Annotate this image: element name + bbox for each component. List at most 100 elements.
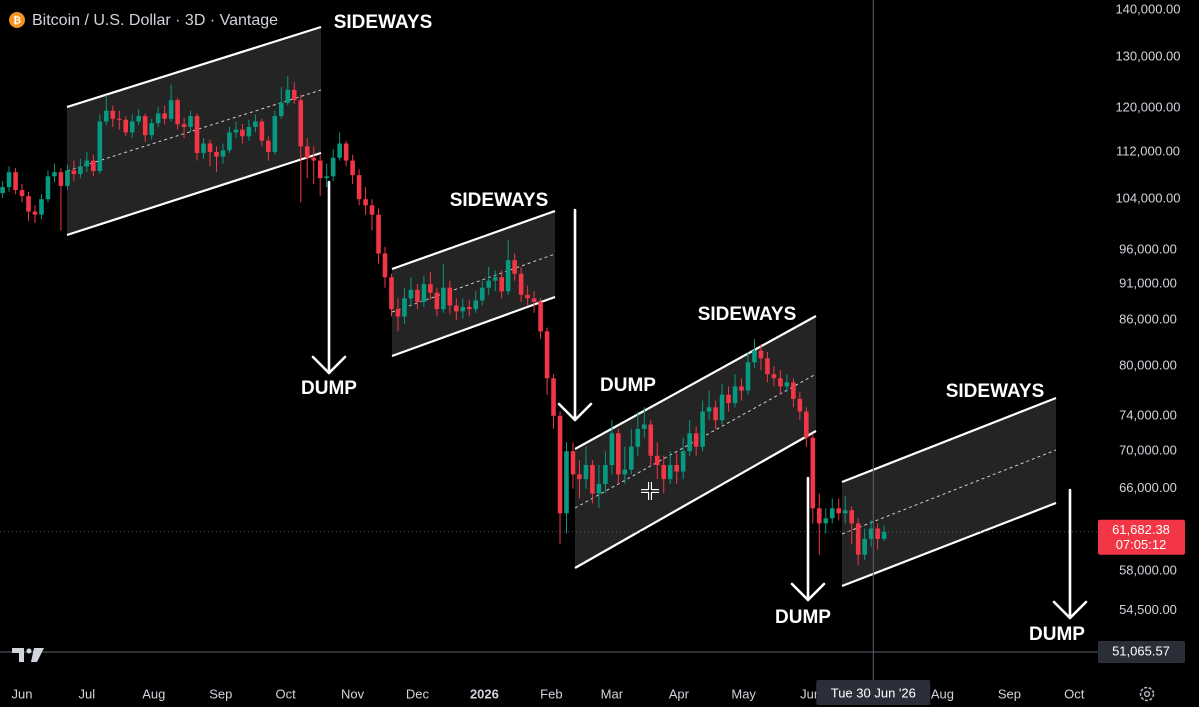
candle-body: [804, 411, 809, 438]
candle-body: [26, 196, 31, 212]
candle-body: [343, 143, 349, 161]
candle-body: [266, 140, 271, 152]
candle-body: [739, 386, 744, 391]
candle-body: [473, 300, 479, 310]
candle-body: [765, 358, 770, 375]
candle-body: [304, 146, 310, 158]
candle-body: [447, 287, 453, 306]
x-tick-label: Oct: [276, 686, 297, 701]
annotation: DUMP: [600, 375, 656, 396]
candle-body: [700, 411, 705, 447]
symbol-icon: [9, 12, 25, 28]
candle-body: [6, 172, 12, 188]
logo-part: [31, 648, 44, 662]
x-tick-label: Oct: [1064, 686, 1085, 701]
candle-body: [272, 116, 278, 152]
y-tick-label: 91,000.00: [1119, 276, 1177, 291]
crosshair-price-label: 51,065.57: [1112, 643, 1170, 658]
channel-edge: [391, 295, 556, 358]
chart-title: Bitcoin / U.S. Dollar · 3D · Vantage: [32, 12, 278, 29]
candle-body: [875, 528, 880, 539]
candle-body: [836, 508, 842, 514]
candle-body: [71, 170, 77, 174]
candle-body: [492, 277, 498, 281]
candle-body: [570, 451, 576, 475]
candle-body: [84, 160, 90, 167]
candle-body: [596, 483, 602, 494]
candle-body: [13, 172, 18, 191]
candle-body: [525, 294, 530, 299]
candle-body: [356, 175, 362, 200]
candle-body: [201, 143, 206, 154]
channel-midline: [66, 89, 322, 172]
crosshair-date-badge: [816, 680, 931, 705]
candle-body: [78, 166, 83, 174]
candle-body: [311, 157, 317, 161]
candle-body: [719, 394, 725, 421]
candle-body: [39, 199, 44, 215]
candle-body: [479, 287, 485, 301]
x-tick-label: Jun: [12, 686, 33, 701]
x-tick-label: Aug: [142, 686, 165, 701]
channel-midline: [841, 449, 1057, 535]
candle-body: [369, 205, 375, 215]
candle-body: [188, 116, 193, 127]
x-tick-label: Apr: [669, 686, 690, 701]
candle-body: [726, 394, 731, 404]
candle-body: [220, 150, 226, 157]
channel-edge: [574, 315, 817, 450]
candle-body: [460, 306, 466, 312]
candle-body: [162, 113, 167, 119]
candle-body: [415, 289, 420, 302]
candle-body: [246, 126, 252, 137]
settings-icon[interactable]: [1139, 686, 1155, 702]
candle-body: [816, 508, 822, 524]
candle-body: [58, 172, 64, 186]
channel-midline: [574, 373, 817, 509]
candle-body: [240, 129, 245, 137]
candle-body: [168, 100, 174, 119]
candle-body: [512, 260, 517, 274]
x-tick-label: Nov: [341, 686, 365, 701]
settings-button[interactable]: [1139, 686, 1155, 702]
channel-edge: [391, 209, 556, 271]
candle-body: [862, 538, 867, 555]
candle-body: [745, 362, 751, 391]
candle-body: [868, 528, 874, 539]
candle-body: [791, 382, 796, 399]
candle-body: [855, 523, 861, 555]
candle-body: [810, 437, 816, 509]
crosshair-price-badge: [1098, 641, 1185, 664]
x-tick-label: May: [731, 686, 756, 701]
candle-body: [648, 424, 654, 456]
candle-body: [466, 306, 472, 310]
crosshair-date-label: Tue 30 Jun '26: [831, 685, 916, 700]
symbol-icon-glyph: ₿: [13, 15, 21, 27]
y-tick-label: 130,000.00: [1115, 49, 1180, 64]
candle-body: [227, 132, 232, 151]
candle-body: [19, 190, 25, 197]
y-tick-label: 58,000.00: [1119, 562, 1177, 577]
candle-body: [402, 298, 407, 317]
settings-icon[interactable]: [1143, 690, 1151, 698]
candle-body: [207, 143, 213, 152]
candle-body: [259, 121, 265, 141]
candle-body: [829, 508, 835, 519]
candle-body: [842, 510, 848, 514]
arrow: [1052, 488, 1088, 620]
candle-body: [214, 151, 219, 157]
annotation: SIDEWAYS: [946, 381, 1045, 402]
candle-body: [693, 433, 699, 447]
logo-part: [12, 648, 24, 662]
candle-body: [175, 100, 180, 125]
candle-body: [194, 116, 200, 154]
candle-body: [823, 518, 829, 524]
candle-body: [155, 113, 161, 124]
candle-body: [389, 277, 394, 310]
candle-body: [616, 433, 621, 475]
candle-body: [622, 469, 628, 475]
candle-body: [65, 170, 70, 186]
y-tick-label: 54,500.00: [1119, 602, 1177, 617]
x-tick-label: Sep: [998, 686, 1021, 701]
candle-body: [408, 289, 414, 299]
